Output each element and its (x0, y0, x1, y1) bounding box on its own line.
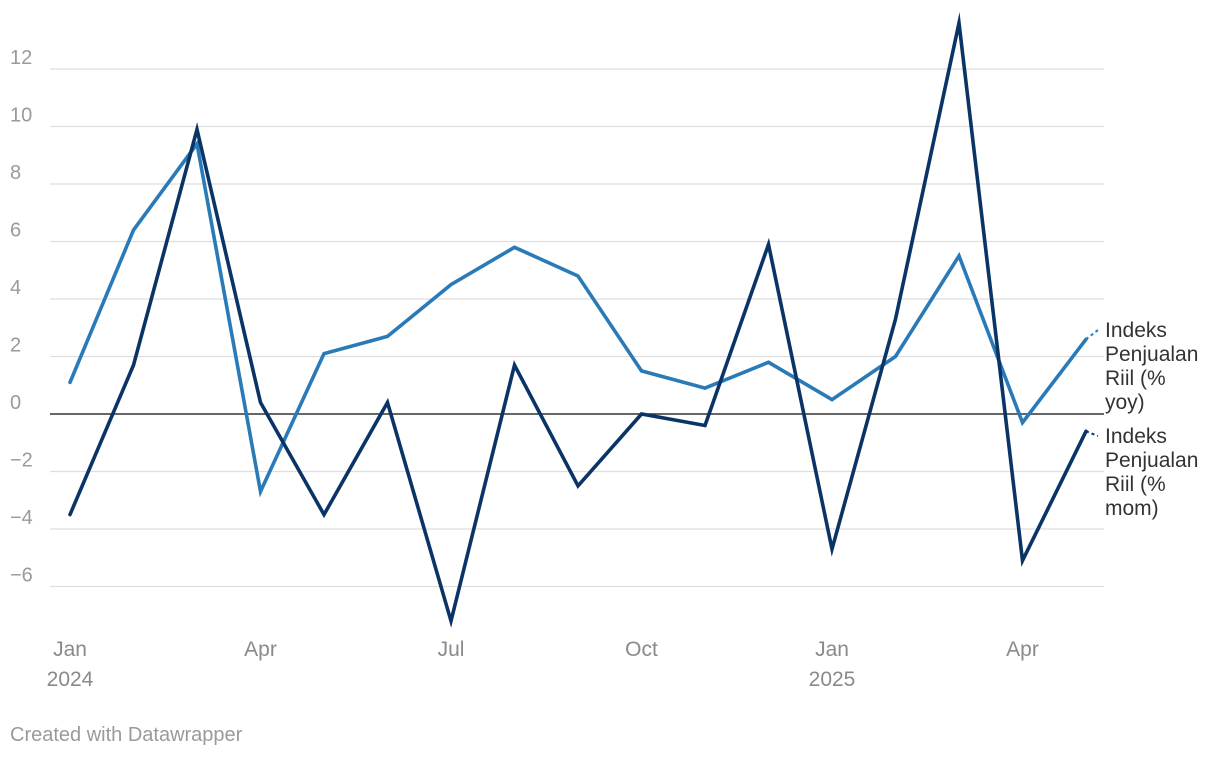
y-tick-label: −4 (10, 507, 33, 529)
y-tick-label: 2 (10, 335, 21, 357)
y-tick-label: 12 (10, 47, 32, 69)
x-tick-label: Apr (1006, 638, 1039, 661)
data-point (767, 243, 771, 247)
series-lines (68, 12, 1088, 628)
data-point (449, 619, 453, 623)
y-tick-label: 8 (10, 162, 21, 184)
series-label-line: Indeks (1105, 425, 1167, 448)
data-point (830, 398, 834, 402)
data-point (957, 21, 961, 25)
data-point (132, 363, 136, 367)
y-axis-tick-labels: 12 10 8 6 4 2 0 −2 −4 −6 (10, 47, 33, 587)
data-point (957, 254, 961, 258)
data-point (386, 401, 390, 405)
y-tick-label: −6 (10, 565, 33, 587)
data-point (1021, 421, 1025, 425)
data-point (1021, 559, 1025, 563)
x-tick-year-label: 2024 (47, 668, 94, 691)
data-point (259, 490, 263, 494)
data-point (830, 547, 834, 551)
data-point (259, 401, 263, 405)
series-line-mom (68, 12, 1088, 628)
data-point (894, 355, 898, 359)
series-label-line: yoy) (1105, 391, 1145, 414)
y-tick-label: −2 (10, 450, 33, 472)
series-label-line: Riil (% (1105, 473, 1166, 496)
data-point (68, 381, 72, 385)
y-tick-label: 10 (10, 105, 32, 127)
data-point (322, 352, 326, 356)
data-point (386, 335, 390, 339)
data-point (767, 360, 771, 364)
x-tick-label: Jan (53, 638, 87, 661)
data-point (576, 484, 580, 488)
data-point (132, 228, 136, 232)
gridlines (50, 68, 1104, 588)
y-tick-label: 4 (10, 277, 21, 299)
y-tick-label: 0 (10, 392, 21, 414)
data-point (703, 424, 707, 428)
x-tick-label: Apr (244, 638, 277, 661)
x-tick-label: Jan (815, 638, 849, 661)
data-point (513, 245, 517, 249)
data-point (449, 283, 453, 287)
data-point (513, 363, 517, 367)
x-axis-tick-labels: Jan 2024 Apr Jul Oct Jan 2025 Apr (47, 638, 1039, 691)
data-point (894, 317, 898, 321)
label-connector (1085, 329, 1099, 341)
y-tick-label: 6 (10, 220, 21, 242)
data-point (68, 513, 72, 517)
series-label-line: Penjualan (1105, 343, 1198, 366)
x-tick-year-label: 2025 (809, 668, 856, 691)
series-line-yoy (68, 139, 1088, 498)
series-label-line: Indeks (1105, 319, 1167, 342)
x-tick-label: Oct (625, 638, 658, 661)
data-point (195, 128, 199, 132)
data-point (640, 412, 644, 416)
x-tick-label: Jul (438, 638, 465, 661)
data-point (576, 274, 580, 278)
series-label-line: Penjualan (1105, 449, 1198, 472)
data-point (640, 369, 644, 373)
series-label-line: Riil (% (1105, 367, 1166, 390)
series-label-line: mom) (1105, 497, 1159, 520)
data-point (703, 386, 707, 390)
datawrapper-credit[interactable]: Created with Datawrapper (10, 724, 243, 746)
data-point (322, 513, 326, 517)
label-connector (1085, 430, 1099, 437)
